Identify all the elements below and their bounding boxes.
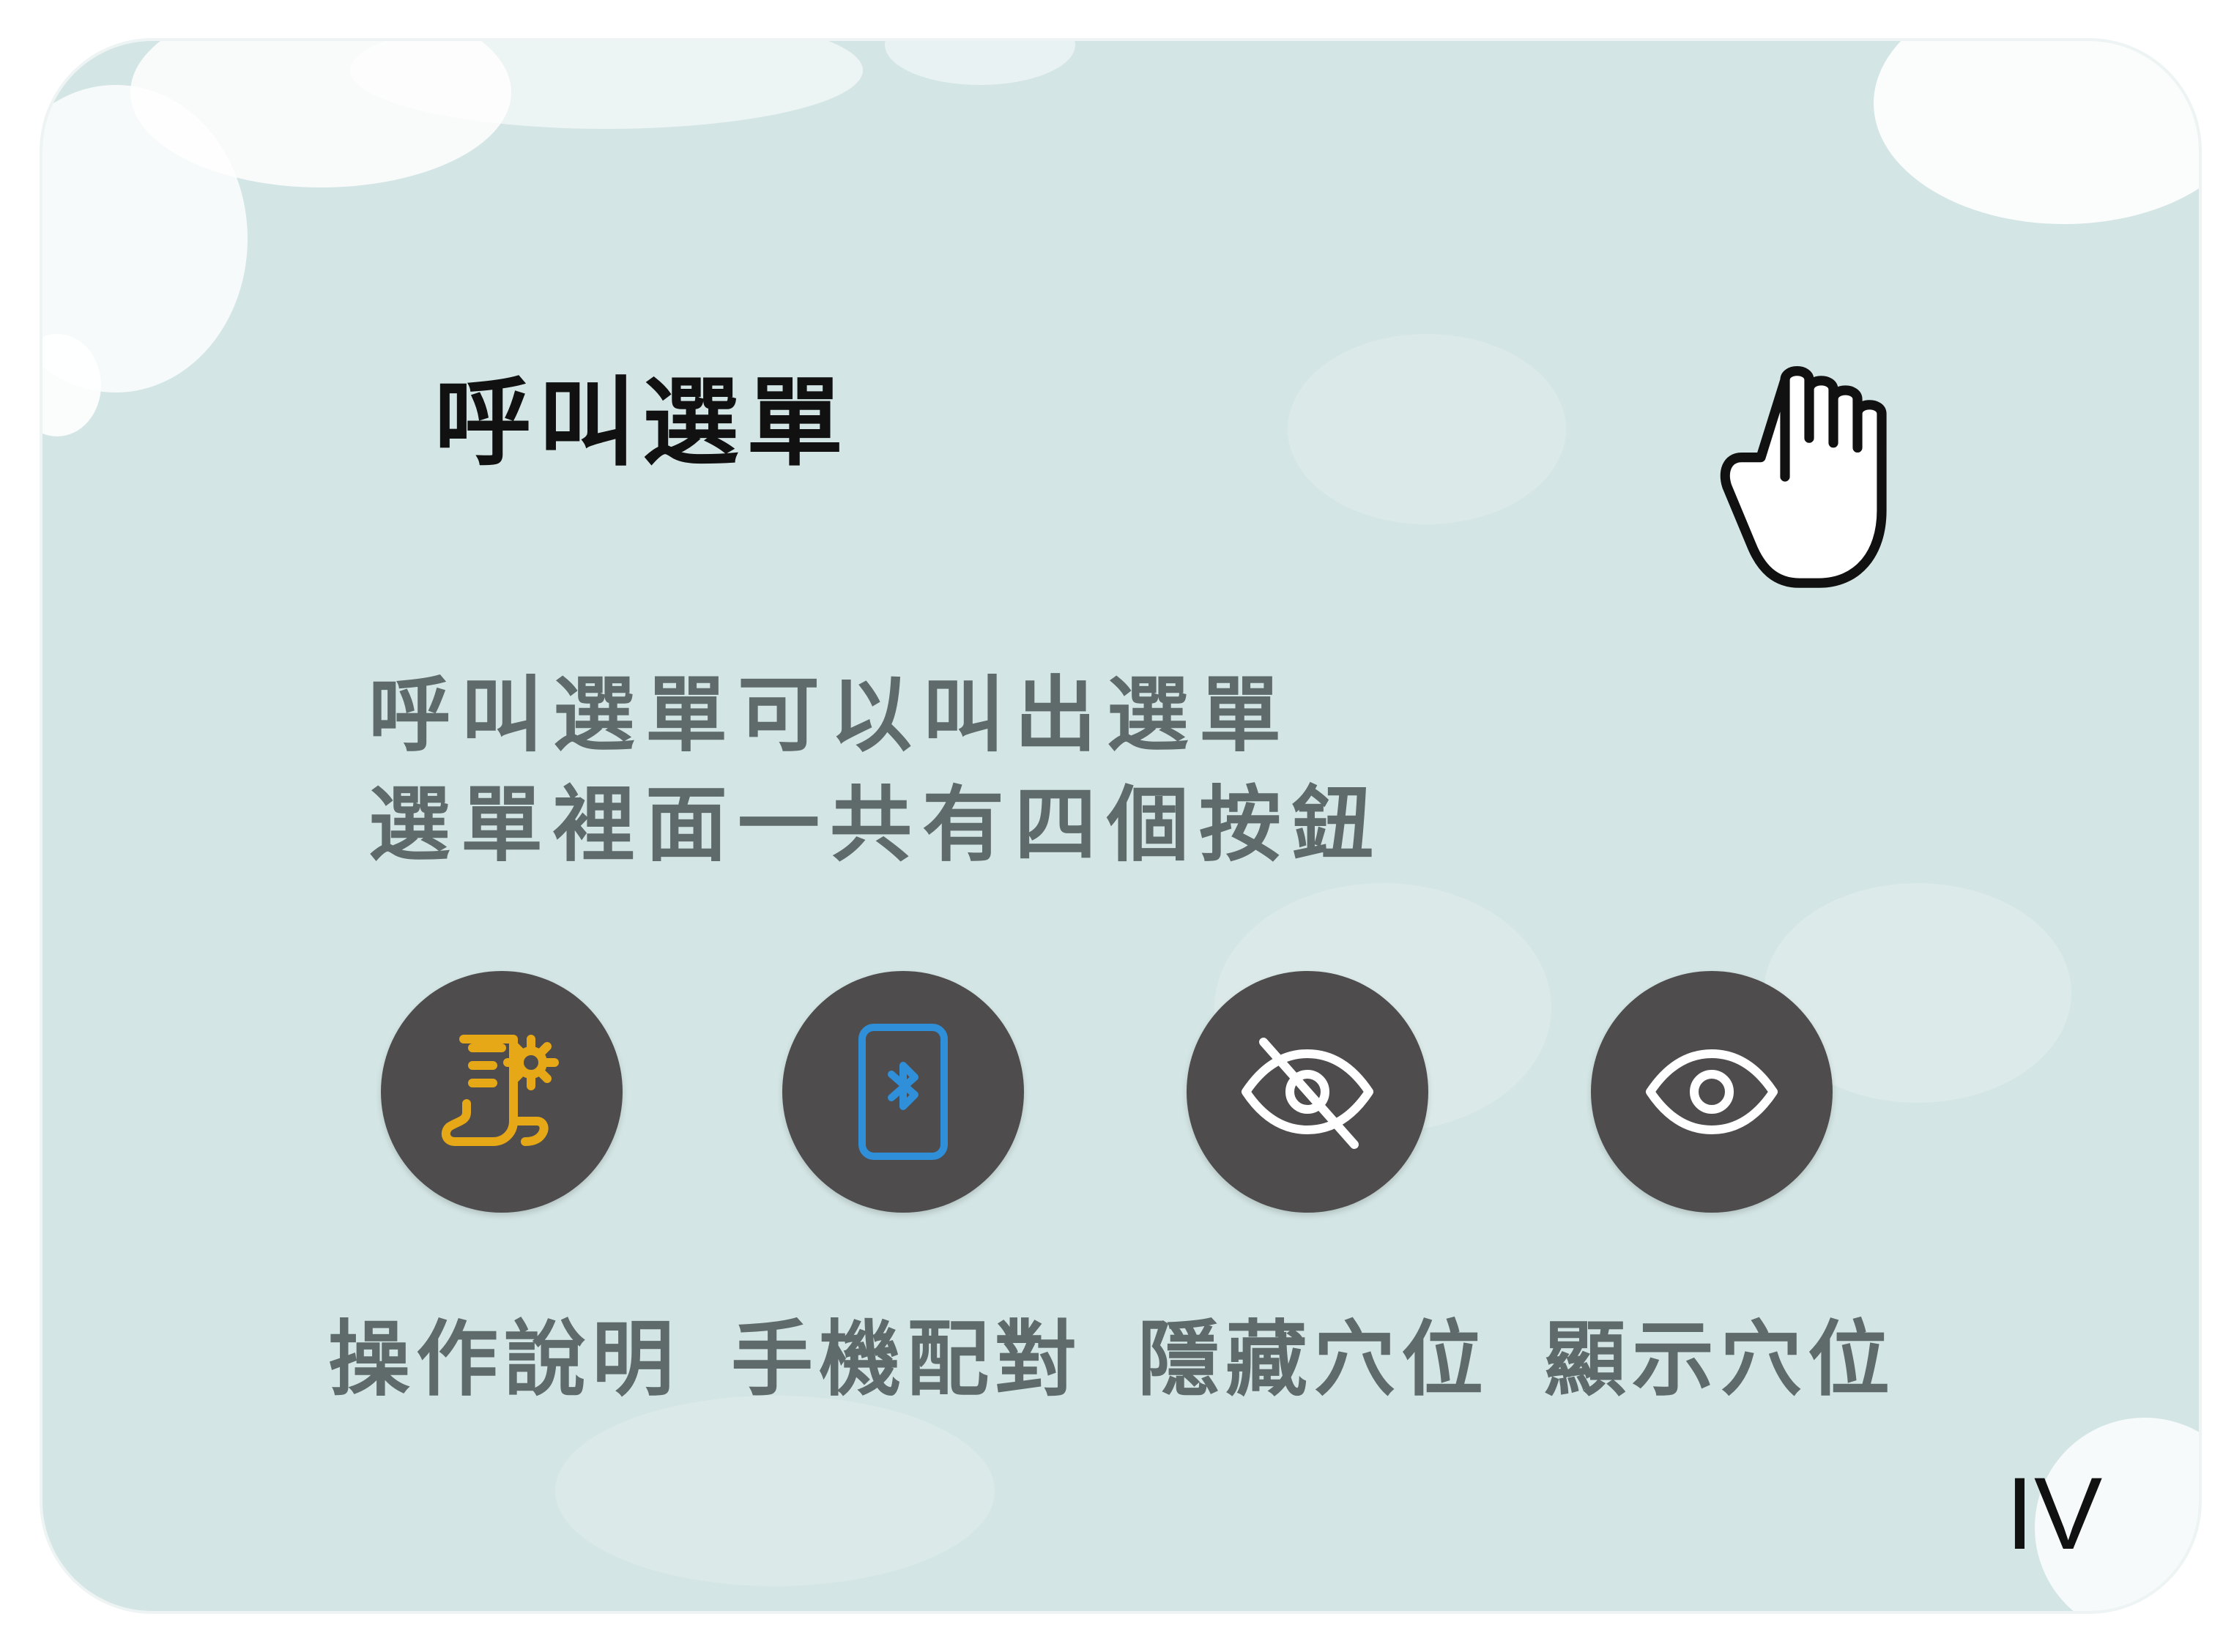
- description-line-2: 選單裡面一共有四個按鈕: [368, 778, 1384, 873]
- manual-button-label: 操作說明: [328, 1312, 680, 1407]
- hand-grab-icon: [1720, 366, 1887, 588]
- phone-pairing-button-label: 手機配對: [731, 1312, 1083, 1407]
- show-acupoints-button[interactable]: [1591, 971, 1833, 1213]
- phone-bluetooth-icon: [858, 1024, 948, 1160]
- show-acupoints-button-label: 顯示穴位: [1544, 1312, 1896, 1407]
- page-title: 呼叫選單: [434, 367, 850, 480]
- hide-acupoints-button[interactable]: [1187, 971, 1428, 1213]
- eye-off-icon: [1242, 1038, 1373, 1149]
- paint-speck: [1288, 334, 1566, 524]
- paint-splash: [1874, 41, 2199, 224]
- manual-settings-icon: [441, 1035, 559, 1146]
- paint-speck: [555, 1396, 995, 1586]
- slide-card: 呼叫選單 呼叫選單可以叫出選單 選單裡面一共有四個按鈕 操作說明 手機配對 隱藏…: [42, 41, 2199, 1611]
- phone-pairing-button[interactable]: [782, 971, 1024, 1213]
- paint-splash: [885, 41, 1075, 85]
- hide-acupoints-button-label: 隱藏穴位: [1138, 1312, 1489, 1407]
- eye-icon: [1646, 1049, 1778, 1134]
- description-line-1: 呼叫選單可以叫出選單: [368, 668, 1291, 763]
- page-number: IV: [2005, 1456, 2103, 1571]
- manual-button[interactable]: [381, 971, 623, 1213]
